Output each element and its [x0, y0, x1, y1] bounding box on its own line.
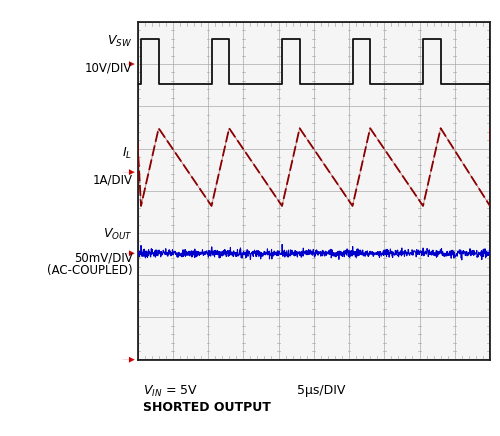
Text: 5μs/DIV: 5μs/DIV — [296, 384, 345, 397]
Text: $V_{SW}$: $V_{SW}$ — [108, 34, 132, 49]
Text: 50mV/DIV: 50mV/DIV — [74, 252, 132, 265]
Text: 10V/DIV: 10V/DIV — [85, 61, 132, 75]
Text: $V_{IN}$ = 5V: $V_{IN}$ = 5V — [142, 384, 198, 399]
Text: SHORTED OUTPUT: SHORTED OUTPUT — [142, 401, 270, 414]
Text: $V_{OUT}$: $V_{OUT}$ — [102, 227, 132, 242]
Text: (AC-COUPLED): (AC-COUPLED) — [47, 264, 132, 277]
Text: $I_L$: $I_L$ — [122, 146, 132, 161]
Text: 1A/DIV: 1A/DIV — [92, 173, 132, 186]
